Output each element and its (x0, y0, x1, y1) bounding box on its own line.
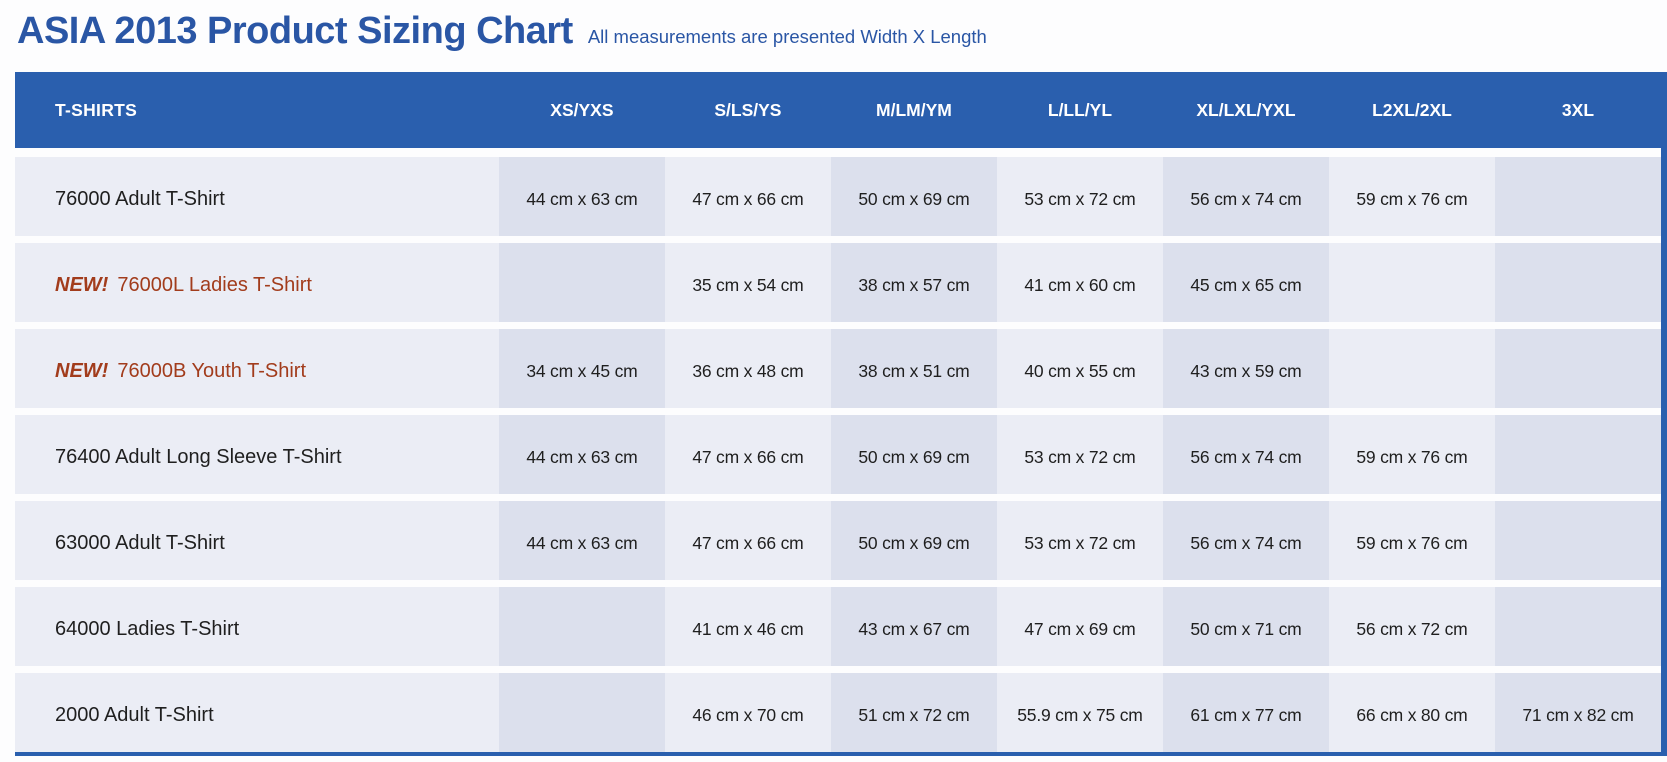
table-body: 76000 Adult T-Shirt 44 cm x 63 cm 47 cm x … (15, 157, 1661, 752)
size-cell: 59 cm x 76 cm (1356, 447, 1468, 467)
size-cell: 47 cm x 66 cm (692, 189, 804, 209)
size-cell: 55.9 cm x 75 cm (1017, 705, 1143, 725)
size-cell (1494, 501, 1661, 580)
size-cell: 53 cm x 72 cm (1024, 533, 1136, 553)
table-row: 76400 Adult Long Sleeve T-Shirt 44 cm x 6… (15, 415, 1661, 494)
size-cell (1329, 329, 1495, 408)
product-name-cell: NEW! 76000L Ladies T-Shirt (15, 243, 499, 322)
product-name: 76000B Youth T-Shirt (117, 360, 306, 382)
size-cell (1494, 329, 1661, 408)
size-cell (1494, 415, 1661, 494)
table-row: 2000 Adult T-Shirt 46 cm x 70 cm 51 cm x 7… (15, 673, 1661, 752)
product-name-cell: 2000 Adult T-Shirt (55, 704, 214, 726)
size-cell: 38 cm x 57 cm (830, 243, 997, 322)
size-cell: 50 cm x 69 cm (830, 157, 997, 236)
new-badge: NEW! (55, 274, 109, 296)
size-cell: 34 cm x 45 cm (498, 329, 665, 408)
table-row: NEW! 76000B Youth T-Shirt 34 cm x 45 cm 36 … (15, 329, 1661, 408)
header-cell-size-6: L2XL/2XL (1372, 99, 1452, 120)
size-cell: 61 cm x 77 cm (1162, 673, 1329, 752)
header-cell-size-5: XL/LXL/YXL (1196, 99, 1296, 120)
header-cell-products: T-SHIRTS (55, 99, 138, 120)
size-cell (498, 673, 665, 752)
table-row: NEW! 76000L Ladies T-Shirt 35 cm x 54 cm 38… (15, 243, 1661, 322)
page-subtitle: All measurements are presented Width X L… (587, 26, 987, 47)
new-badge: NEW! (55, 360, 109, 382)
page-header: ASIA 2013 Product Sizing Chart All measu… (0, 0, 1667, 72)
size-cell: 35 cm x 54 cm (692, 275, 804, 295)
header-cell-size-7: 3XL (1561, 99, 1595, 120)
size-cell: 50 cm x 69 cm (830, 501, 997, 580)
size-cell: 43 cm x 67 cm (830, 587, 997, 666)
size-cell: 47 cm x 69 cm (1024, 619, 1136, 639)
product-name-cell: 64000 Ladies T-Shirt (55, 618, 240, 640)
table-row: 63000 Adult T-Shirt 44 cm x 63 cm 47 cm x … (15, 501, 1661, 580)
size-cell (498, 243, 665, 322)
size-cell: 71 cm x 82 cm (1494, 673, 1661, 752)
size-cell: 56 cm x 74 cm (1162, 415, 1329, 494)
size-cell: 46 cm x 70 cm (692, 705, 804, 725)
size-cell: 44 cm x 63 cm (498, 157, 665, 236)
size-cell: 56 cm x 72 cm (1356, 619, 1468, 639)
size-cell: 66 cm x 80 cm (1356, 705, 1468, 725)
sizing-table: T-SHIRTS XS/YXS S/LS/YS M/LM/YM L/LL/YL XL/LX… (15, 72, 1667, 756)
header-cell-size-3: M/LM/YM (876, 99, 952, 120)
size-cell: 53 cm x 72 cm (1024, 447, 1136, 467)
size-cell: 50 cm x 71 cm (1162, 587, 1329, 666)
size-cell: 56 cm x 74 cm (1162, 157, 1329, 236)
size-cell: 41 cm x 46 cm (692, 619, 804, 639)
size-cell (498, 587, 665, 666)
size-cell: 40 cm x 55 cm (1024, 361, 1136, 381)
size-cell: 50 cm x 69 cm (830, 415, 997, 494)
size-cell: 47 cm x 66 cm (692, 533, 804, 553)
size-cell: 38 cm x 51 cm (830, 329, 997, 408)
product-name-cell: 63000 Adult T-Shirt (55, 532, 225, 554)
table-row: 64000 Ladies T-Shirt 41 cm x 46 cm 43 cm x… (15, 587, 1661, 666)
table-header-row: T-SHIRTS XS/YXS S/LS/YS M/LM/YM L/LL/YL XL/LX… (15, 72, 1661, 148)
table-row: 76000 Adult T-Shirt 44 cm x 63 cm 47 cm x … (15, 157, 1661, 236)
size-cell: 59 cm x 76 cm (1356, 189, 1468, 209)
size-cell: 47 cm x 66 cm (692, 447, 804, 467)
size-cell (1494, 157, 1661, 236)
size-cell (1494, 587, 1661, 666)
product-name: 76000L Ladies T-Shirt (117, 274, 312, 296)
size-cell: 43 cm x 59 cm (1162, 329, 1329, 408)
size-cell: 53 cm x 72 cm (1024, 189, 1136, 209)
size-cell: 44 cm x 63 cm (498, 415, 665, 494)
size-cell: 56 cm x 74 cm (1162, 501, 1329, 580)
size-cell: 44 cm x 63 cm (498, 501, 665, 580)
size-cell: 51 cm x 72 cm (830, 673, 997, 752)
product-name-cell: 76400 Adult Long Sleeve T-Shirt (55, 446, 342, 468)
header-cell-size-4: L/LL/YL (1047, 99, 1113, 120)
size-cell (1494, 243, 1661, 322)
size-cell: 59 cm x 76 cm (1356, 533, 1468, 553)
header-cell-size-2: S/LS/YS (714, 99, 782, 120)
header-cell-size-1: XS/YXS (550, 99, 614, 120)
size-cell: 41 cm x 60 cm (1024, 275, 1136, 295)
product-name-cell: NEW! 76000B Youth T-Shirt (15, 329, 499, 408)
size-cell (1329, 243, 1495, 322)
size-cell: 45 cm x 65 cm (1162, 243, 1329, 322)
size-cell: 36 cm x 48 cm (692, 361, 804, 381)
product-name-cell: 76000 Adult T-Shirt (55, 188, 225, 210)
page-title: ASIA 2013 Product Sizing Chart (17, 10, 573, 52)
